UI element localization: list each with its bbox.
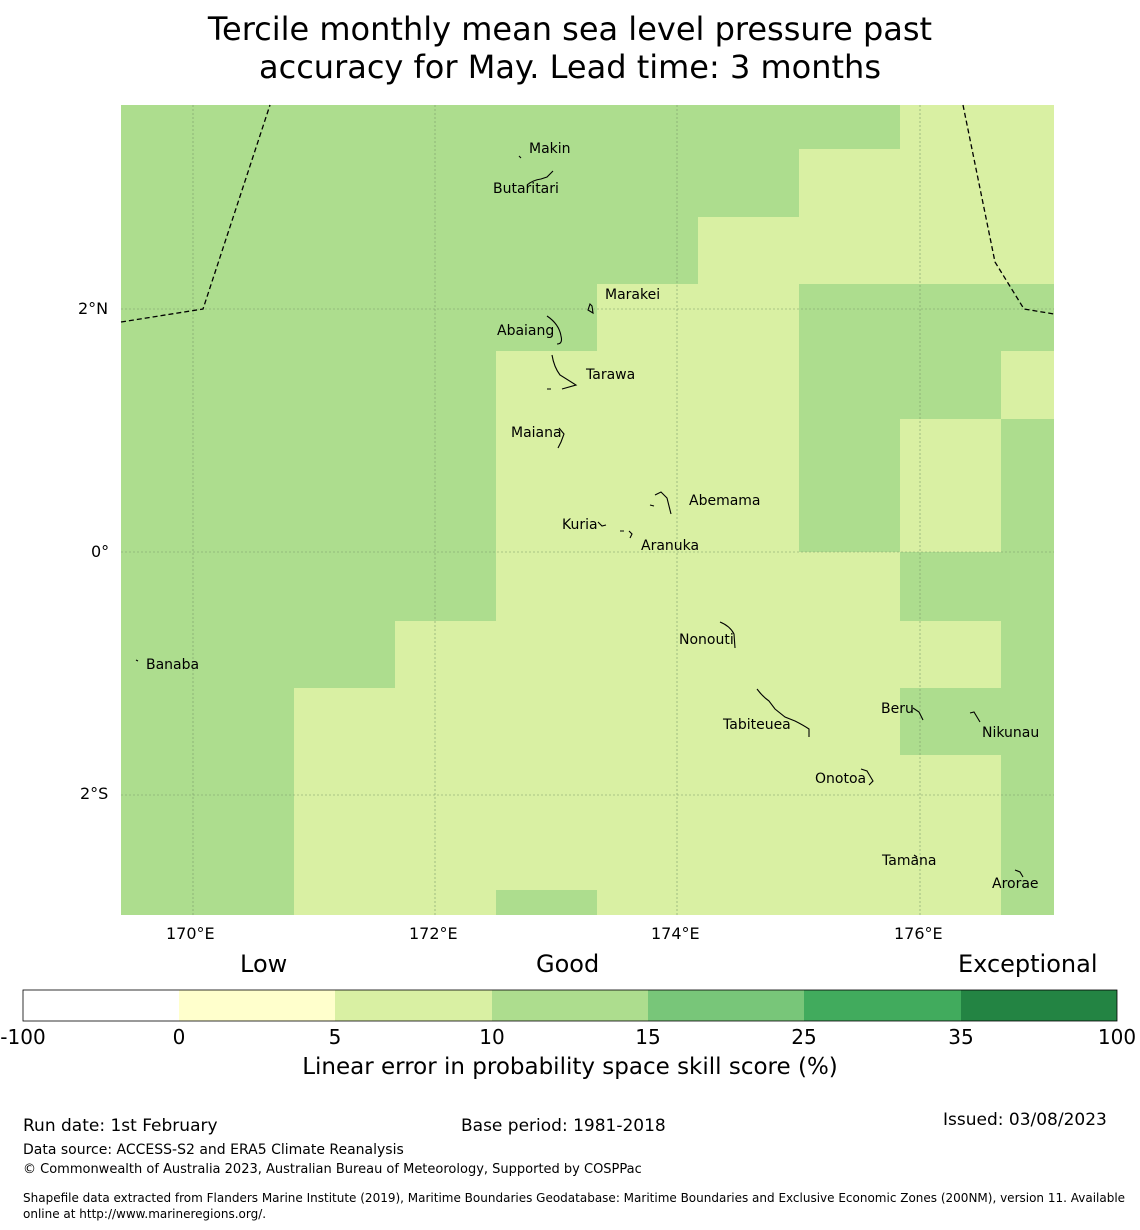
legend-category-good: Good: [536, 950, 600, 978]
island-outline-onotoa: [860, 768, 874, 786]
island-label-tamana: Tamana: [882, 853, 937, 869]
cell: [395, 621, 1001, 688]
cell: [900, 105, 1054, 149]
legend-category-exceptional: Exceptional: [958, 950, 1098, 978]
skill-cells-5-10: [294, 105, 1054, 915]
cell: [1001, 351, 1054, 419]
cell: [597, 890, 1001, 915]
cell: [496, 351, 799, 552]
shapefile-credit-line-2: online at http://www.marineregions.org/.: [23, 1207, 267, 1221]
island-outline-makin: [518, 155, 522, 159]
lon-label-176e: 176°E: [894, 924, 943, 943]
island-label-marakei: Marakei: [605, 287, 661, 303]
lat-label-2n: 2°N: [78, 299, 109, 318]
cell: [698, 217, 1054, 284]
colorbar-segment: [179, 990, 335, 1021]
island-outline-abemama: [649, 491, 672, 515]
colorbar-segment: [804, 990, 961, 1021]
island-label-abaiang: Abaiang: [497, 323, 555, 339]
island-outlines: [135, 155, 1024, 878]
cell: [294, 755, 1001, 890]
island-label-nikunau: Nikunau: [982, 725, 1040, 741]
colorbar-tick: 25: [791, 1025, 817, 1049]
island-outline-nikunau: [969, 711, 981, 723]
colorbar-outline: [22, 989, 1118, 1022]
title-line-1: Tercile monthly mean sea level pressure …: [207, 10, 933, 48]
colorbar-segment: [23, 990, 179, 1021]
cell: [294, 688, 900, 755]
colorbar-segment: [492, 990, 648, 1021]
island-outline-marakei: [587, 302, 594, 315]
island-label-aranuka: Aranuka: [641, 538, 700, 554]
colorbar-tick: 15: [635, 1025, 661, 1049]
island-label-nonouti: Nonouti: [679, 632, 734, 648]
legend-category-low: Low: [240, 950, 288, 978]
island-label-arorae: Arorae: [992, 876, 1039, 892]
cell: [294, 890, 496, 915]
island-outline-abaiang: [546, 315, 563, 345]
lat-label-0: 0°: [91, 542, 110, 561]
eez-boundary-west: [120, 104, 271, 323]
data-source: Data source: ACCESS-S2 and ERA5 Climate …: [23, 1142, 404, 1158]
cell: [597, 284, 799, 351]
island-label-maiana: Maiana: [511, 425, 562, 441]
island-label-makin: Makin: [529, 141, 571, 157]
island-outline-tabiteuea: [756, 688, 810, 737]
colorbar-segment: [335, 990, 492, 1021]
eez-boundary-east: [962, 104, 1055, 315]
island-label-tarawa: Tarawa: [586, 367, 636, 383]
island-outline-kuria: [597, 521, 624, 532]
island-outline-butaritari: [526, 170, 554, 186]
gridlines: [121, 105, 1054, 915]
colorbar-title: Linear error in probability space skill …: [302, 1054, 838, 1080]
island-label-kuria: Kuria: [562, 517, 598, 533]
island-label-butaritari: Butaritari: [493, 181, 559, 197]
island-label-abemama: Abemama: [689, 493, 761, 509]
colorbar-tick: -100: [0, 1025, 46, 1049]
colorbar-tick: 35: [948, 1025, 974, 1049]
run-date: Run date: 1st February: [23, 1116, 218, 1136]
island-label-banaba: Banaba: [146, 657, 200, 673]
cell: [496, 552, 900, 621]
island-outline-tamana: [913, 854, 918, 858]
colorbar-segment: [648, 990, 804, 1021]
island-label-beru: Beru: [881, 701, 914, 717]
island-outline-aranuka: [628, 530, 633, 539]
colorbar-tick: 0: [172, 1025, 186, 1049]
island-outline-nonouti: [719, 621, 736, 649]
colorbar: [22, 989, 1118, 1022]
lat-label-2s: 2°S: [80, 784, 109, 803]
island-outline-beru: [912, 707, 924, 721]
island-outline-tarawa: [547, 354, 578, 390]
lon-label-172e: 172°E: [409, 924, 458, 943]
lon-label-170e: 170°E: [166, 924, 215, 943]
lon-label-174e: 174°E: [651, 924, 700, 943]
cell: [799, 149, 1054, 217]
island-label-tabiteuea: Tabiteuea: [723, 717, 791, 733]
island-outline-maiana: [557, 427, 565, 449]
base-period: Base period: 1981-2018: [461, 1116, 666, 1136]
cell: [900, 419, 1001, 552]
issued-date: Issued: 03/08/2023: [943, 1110, 1107, 1130]
colorbar-tick: 100: [1097, 1025, 1137, 1049]
colorbar-tick: 10: [479, 1025, 505, 1049]
copyright: © Commonwealth of Australia 2023, Austra…: [23, 1162, 642, 1177]
island-outline-arorae: [1014, 869, 1024, 878]
island-outline-banaba: [135, 659, 139, 662]
map-title: Tercile monthly mean sea level pressure …: [0, 10, 1140, 86]
title-line-2: accuracy for May. Lead time: 3 months: [258, 48, 881, 86]
shapefile-credit-line-1: Shapefile data extracted from Flanders M…: [23, 1191, 1126, 1205]
colorbar-segment: [961, 990, 1117, 1021]
island-label-onotoa: Onotoa: [815, 771, 867, 787]
colorbar-tick: 5: [328, 1025, 342, 1049]
eez-boundaries: [120, 104, 1055, 323]
